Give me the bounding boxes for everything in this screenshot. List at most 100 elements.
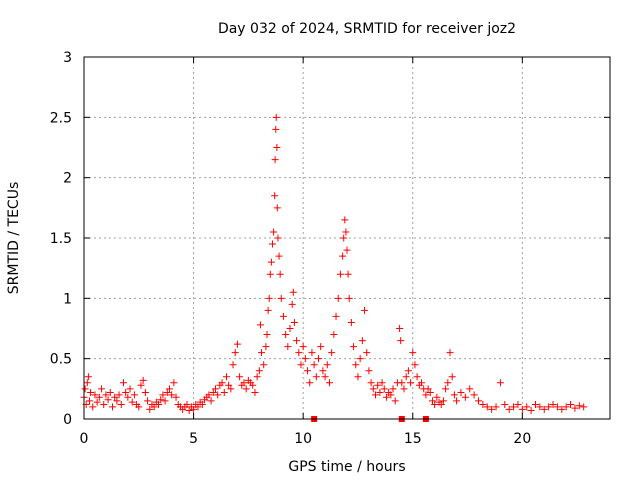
data-point: [157, 396, 165, 404]
data-point: [260, 361, 268, 369]
data-point: [227, 385, 235, 393]
data-point: [266, 270, 274, 278]
data-point: [95, 393, 103, 401]
data-point: [562, 403, 570, 411]
data-point: [83, 379, 91, 387]
data-points: [80, 113, 588, 422]
data-point: [580, 403, 588, 411]
data-point: [461, 393, 469, 401]
data-point: [212, 385, 219, 393]
data-point: [161, 397, 169, 405]
data-point: [299, 343, 307, 351]
data-point: [404, 367, 412, 375]
data-point: [488, 405, 496, 413]
data-point: [470, 391, 478, 399]
data-point: [264, 306, 272, 314]
y-tick-label: 2.5: [50, 110, 72, 126]
data-point: [155, 401, 163, 409]
data-point: [457, 388, 465, 396]
data-point: [284, 343, 292, 351]
data-point: [310, 361, 318, 369]
data-point: [163, 388, 171, 396]
data-point: [426, 388, 434, 396]
data-point: [277, 294, 285, 302]
y-tick-label: 0: [63, 412, 72, 428]
data-point: [272, 125, 280, 133]
data-point: [321, 373, 329, 381]
data-point: [170, 379, 178, 387]
x-tick-label: 10: [294, 431, 312, 447]
data-point: [102, 391, 110, 399]
data-point: [319, 367, 327, 375]
y-tick-label: 1: [63, 291, 72, 307]
data-point: [444, 379, 452, 387]
data-point: [139, 376, 147, 384]
data-point: [168, 391, 176, 399]
data-point: [113, 397, 121, 405]
data-point: [205, 391, 213, 399]
data-point: [265, 294, 273, 302]
data-point: [448, 373, 456, 381]
data-point: [258, 349, 266, 357]
data-point: [263, 331, 271, 339]
y-tick-label: 1.5: [50, 231, 72, 247]
data-point: [341, 216, 349, 224]
data-point: [255, 367, 263, 375]
data-point: [567, 401, 575, 409]
data-point: [98, 385, 106, 393]
data-point: [431, 401, 439, 409]
data-point: [214, 391, 222, 399]
data-point: [475, 397, 482, 405]
data-point: [85, 397, 93, 405]
data-point: [119, 379, 127, 387]
data-point: [84, 373, 92, 381]
data-point: [514, 401, 522, 409]
data-point: [407, 379, 415, 387]
data-point: [402, 373, 410, 381]
data-point: [274, 234, 282, 242]
data-point: [380, 385, 388, 393]
data-point: [286, 325, 294, 332]
data-point: [268, 240, 276, 248]
data-point: [365, 367, 373, 375]
data-point: [413, 373, 421, 381]
x-tick-label: 5: [189, 431, 198, 447]
data-point: [159, 391, 167, 399]
x-tick-label: 20: [513, 431, 531, 447]
data-point: [339, 252, 347, 260]
data-point: [492, 403, 500, 411]
data-point: [165, 385, 173, 393]
data-point: [225, 381, 233, 389]
data-point: [376, 388, 384, 396]
data-point: [315, 355, 323, 363]
data-point: [389, 385, 397, 393]
data-point: [342, 228, 350, 236]
data-point: [571, 404, 579, 412]
data-point: [345, 294, 353, 302]
data-point: [466, 385, 474, 393]
data-point: [141, 388, 149, 396]
data-point: [374, 381, 382, 389]
data-point: [290, 318, 298, 326]
data-point: [295, 349, 303, 357]
data-point: [422, 391, 430, 399]
data-point: [378, 379, 386, 387]
data-point: [510, 403, 518, 411]
data-point: [209, 388, 217, 396]
data-point: [347, 318, 355, 326]
data-point: [272, 113, 280, 121]
data-point: [325, 379, 333, 387]
data-point: [450, 391, 458, 399]
data-point: [183, 401, 191, 409]
data-point: [144, 397, 152, 405]
data-point: [367, 379, 375, 387]
data-point: [424, 385, 432, 393]
data-point: [536, 403, 544, 411]
data-point: [222, 373, 230, 381]
data-point: [483, 403, 491, 411]
data-point: [340, 234, 348, 242]
data-point: [332, 312, 340, 320]
data-point: [126, 385, 134, 393]
data-point: [229, 361, 237, 369]
data-point: [344, 270, 352, 278]
